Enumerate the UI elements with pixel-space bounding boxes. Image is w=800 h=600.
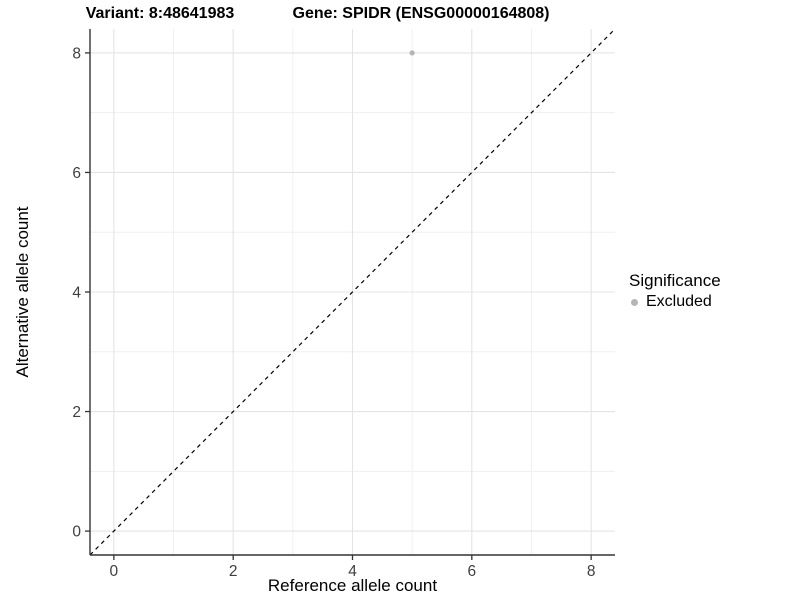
- x-axis-title: Reference allele count: [268, 576, 437, 595]
- legend-item-label: Excluded: [646, 293, 712, 310]
- identity-reference-line: [89, 28, 616, 556]
- identity-line: [89, 28, 616, 556]
- legend-key-circle-icon: [631, 298, 638, 306]
- y-tick-label: 2: [72, 404, 81, 421]
- y-tick-label: 8: [72, 45, 81, 62]
- x-tick-label: 0: [110, 563, 119, 580]
- tick-labels: 0 2 4 6 8 0 2 4 6 8: [72, 45, 595, 580]
- plot-title-gene: Gene: SPIDR (ENSG00000164808): [292, 5, 550, 22]
- x-tick-label: 4: [348, 563, 357, 580]
- x-tick-label: 6: [468, 563, 477, 580]
- scatter-point: [409, 50, 415, 56]
- y-tick-label: 0: [72, 524, 81, 541]
- x-tick-label: 8: [587, 563, 596, 580]
- y-tick-label: 4: [72, 285, 81, 302]
- tick-marks: [85, 52, 592, 560]
- legend-item: Excluded: [629, 292, 721, 312]
- y-tick-label: 6: [72, 165, 81, 182]
- legend: Significance Excluded: [629, 271, 721, 312]
- y-axis-title: Alternative allele count: [13, 206, 32, 377]
- legend-title: Significance: [629, 271, 721, 290]
- x-tick-label: 2: [229, 563, 238, 580]
- legend-items: Excluded: [629, 292, 721, 312]
- plot-title-variant: Variant: 8:48641983: [85, 5, 235, 22]
- data-points: [409, 50, 415, 56]
